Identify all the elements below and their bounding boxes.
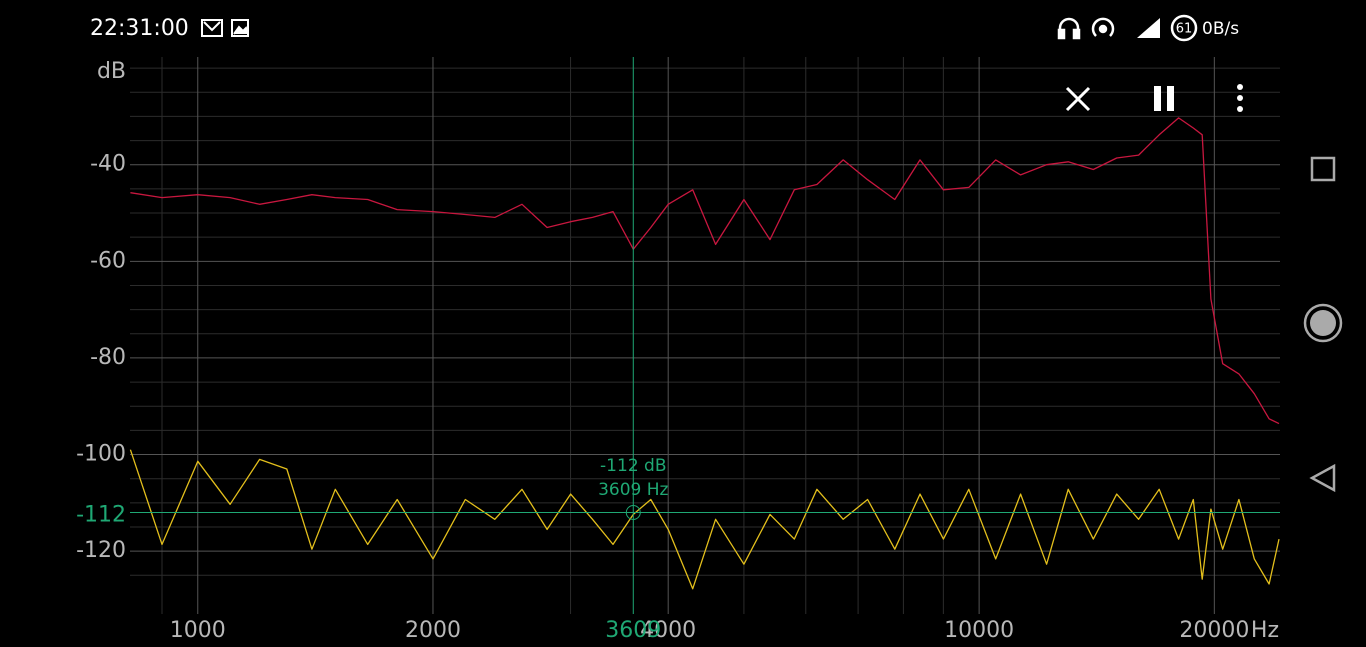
spectrum-line: [129, 449, 1280, 590]
clock: 22:31:00: [90, 16, 189, 41]
x-tick-label: 1000: [170, 618, 226, 643]
y-tick-label: -40: [90, 152, 126, 177]
system-icons: [1057, 14, 1198, 42]
x-tick-label: 10000: [944, 618, 1014, 643]
cursor-x-label: 3609: [605, 618, 661, 643]
y-axis-label: dB: [97, 59, 126, 84]
x-tick-label: 4000: [640, 618, 696, 643]
cursor-annotation: 3609 Hz: [598, 480, 668, 500]
plot: -112 3609 -112 dB 3609 Hz: [76, 57, 1280, 643]
x-tick-label: 2000: [405, 618, 461, 643]
x-axis-label: Hz: [1251, 618, 1279, 643]
cursor-point: [625, 505, 641, 521]
y-tick-label: -120: [76, 538, 126, 563]
spectrum-line: [130, 117, 1280, 425]
recents-button[interactable]: [1310, 156, 1336, 182]
y-tick-label: -80: [90, 345, 126, 370]
battery-level: 61: [1176, 22, 1193, 37]
home-button[interactable]: [1303, 303, 1343, 343]
notification-icons: [201, 19, 249, 37]
pause-button[interactable]: [1154, 86, 1174, 111]
y-tick-label: -100: [76, 442, 126, 467]
close-button[interactable]: [1065, 86, 1091, 112]
network-speed: 0B/s: [1202, 19, 1239, 39]
cursor-annotation: -112 dB: [600, 456, 666, 476]
grid: -40 -60 -80 -100 -120 1000 2000 4000 10000 20000 d…: [76, 57, 1280, 643]
nav-bar: [1303, 156, 1343, 493]
y-tick-label: -60: [90, 248, 126, 273]
cursor-y-label: -112: [76, 503, 126, 528]
x-tick-label: 20000: [1179, 618, 1249, 643]
menu-button[interactable]: [1237, 84, 1243, 112]
back-button[interactable]: [1309, 463, 1336, 493]
